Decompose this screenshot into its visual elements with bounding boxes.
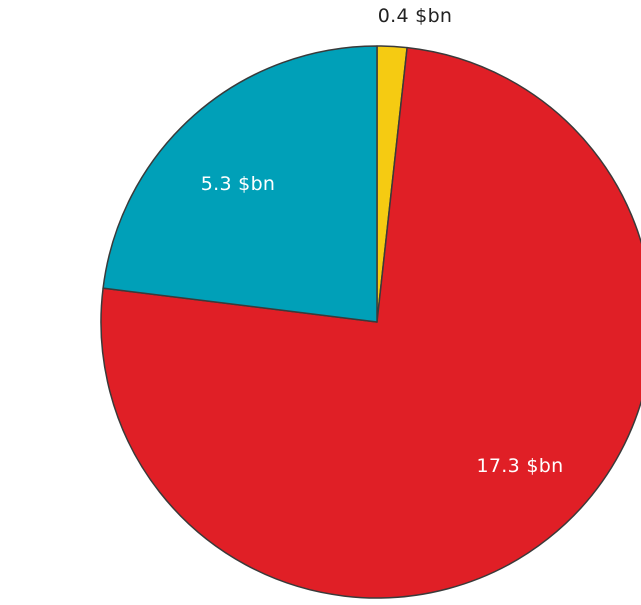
- slices-layer: [100, 45, 641, 599]
- slice-label-1: 17.3 $bn: [477, 455, 564, 477]
- labels-layer: 0.4 $bn 17.3 $bn 5.3 $bn: [201, 5, 564, 477]
- slice-label-2: 5.3 $bn: [201, 173, 276, 195]
- slice-label-0: 0.4 $bn: [378, 5, 453, 27]
- pie-slice-2: [102, 45, 378, 323]
- pie-slice-1: [100, 46, 641, 599]
